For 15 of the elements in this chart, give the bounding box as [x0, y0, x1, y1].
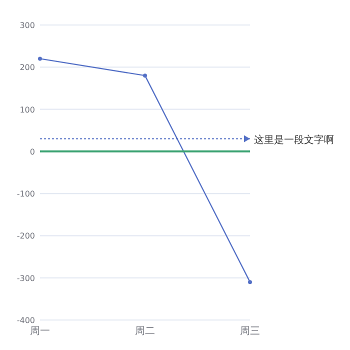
x-tick-label: 周二	[135, 326, 155, 337]
y-tick-label: -100	[16, 190, 35, 199]
x-tick-label: 周三	[240, 326, 260, 337]
y-tick-label: -200	[16, 232, 35, 241]
point	[248, 280, 252, 284]
y-tick-label: 300	[20, 21, 35, 30]
y-tick-label: -300	[16, 274, 35, 283]
y-tick-label: -400	[16, 316, 35, 325]
point	[38, 56, 42, 61]
y-tick-label: 200	[20, 63, 35, 72]
y-tick-label: 0	[30, 147, 35, 156]
point	[143, 74, 147, 78]
ref-line-label: 这里是一段文字啊	[254, 134, 334, 146]
x-tick-label: 周一	[30, 326, 50, 337]
y-tick-label: 100	[20, 105, 35, 114]
